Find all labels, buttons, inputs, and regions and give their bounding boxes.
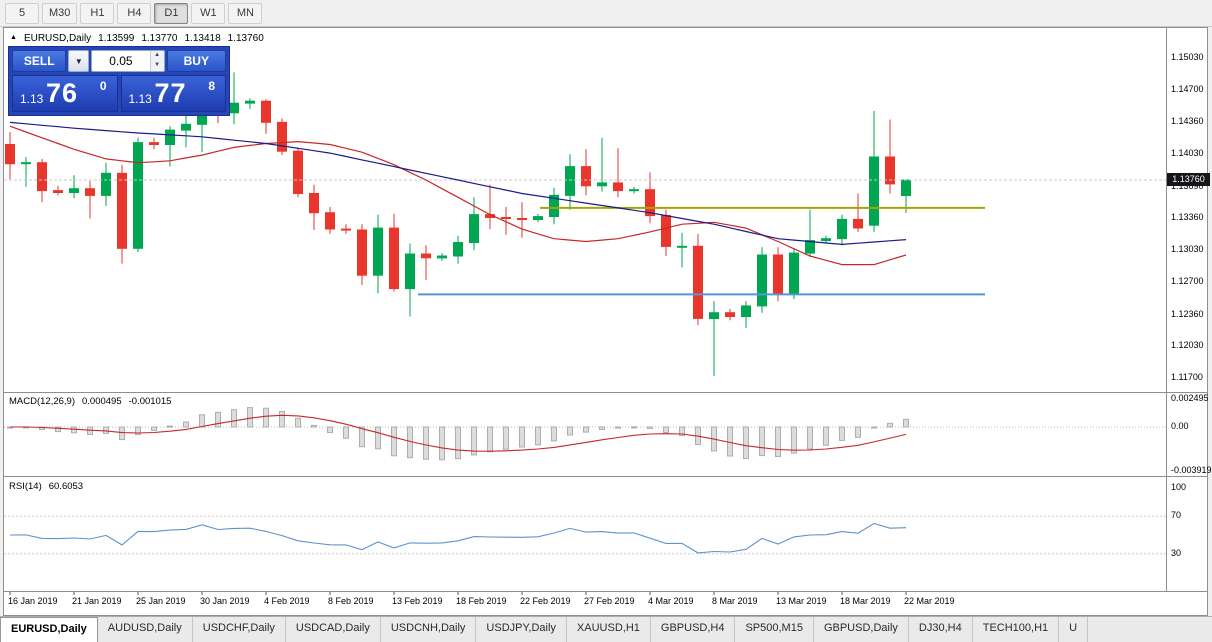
rsi-value: 60.6053 bbox=[48, 481, 84, 492]
price-axis-label: 1.14700 bbox=[1171, 83, 1204, 94]
current-price-badge: 1.13760 bbox=[1167, 173, 1210, 187]
ohlc-open: 1.13599 bbox=[98, 33, 135, 44]
price-axis-label: 1.12360 bbox=[1171, 308, 1204, 319]
date-axis-label: 30 Jan 2019 bbox=[200, 596, 250, 606]
chart-tabs-bar: EURUSD,Daily AUDUSD,Daily USDCHF,Daily USDC… bbox=[0, 616, 1212, 642]
macd-main-value: 0.000495 bbox=[82, 396, 122, 407]
macd-axis-label: -0.003919 bbox=[1171, 465, 1212, 475]
chart-tab-u[interactable]: U bbox=[1059, 617, 1089, 642]
macd-indicator-header: MACD(12,26,9) 0.000495 -0.001015 bbox=[9, 396, 171, 407]
rsi-indicator-header: RSI(14) 60.6053 bbox=[9, 481, 83, 492]
rsi-axis-label: 100 bbox=[1171, 482, 1187, 492]
date-axis-label: 8 Feb 2019 bbox=[328, 596, 374, 606]
date-axis-label: 4 Mar 2019 bbox=[648, 596, 694, 606]
volume-decrease-button[interactable]: ▼ bbox=[150, 61, 164, 71]
macd-axis-label: 0.00 bbox=[1171, 421, 1189, 431]
ohlc-close: 1.13760 bbox=[227, 33, 264, 44]
buy-price-big-digits: 77 bbox=[154, 78, 187, 108]
timeframe-button-m30[interactable]: M30 bbox=[42, 2, 78, 24]
price-axis-label: 1.12030 bbox=[1171, 340, 1204, 351]
volume-value: 0.05 bbox=[109, 54, 133, 68]
date-axis-label: 13 Feb 2019 bbox=[392, 596, 443, 606]
date-axis-label: 4 Feb 2019 bbox=[264, 596, 310, 606]
price-axis-label: 1.15030 bbox=[1171, 52, 1204, 62]
price-axis-label: 1.13360 bbox=[1171, 212, 1204, 223]
buy-price-pip-digit: 8 bbox=[208, 79, 215, 93]
volume-field[interactable]: 0.05 ▲ ▼ bbox=[91, 50, 165, 72]
date-axis-label: 18 Feb 2019 bbox=[456, 596, 507, 606]
ohlc-low: 1.13418 bbox=[184, 33, 221, 44]
price-axis-label: 1.14360 bbox=[1171, 116, 1204, 127]
date-axis-label: 27 Feb 2019 bbox=[584, 596, 635, 606]
chart-tab-xauusd-h1[interactable]: XAUUSD,H1 bbox=[567, 617, 651, 642]
volume-spinner: ▲ ▼ bbox=[149, 51, 164, 71]
buy-price-prefix: 1.13 bbox=[128, 92, 152, 106]
sell-price-pip-digit: 0 bbox=[99, 79, 107, 93]
chevron-down-icon: ▼ bbox=[74, 56, 83, 66]
rsi-axis-label: 70 bbox=[1171, 510, 1182, 521]
date-axis-label: 21 Jan 2019 bbox=[72, 596, 122, 606]
chart-tab-gbpusd-daily[interactable]: GBPUSD,Daily bbox=[814, 617, 909, 642]
chart-tab-usdcad-daily[interactable]: USDCAD,Daily bbox=[286, 617, 381, 642]
macd-title: MACD(12,26,9) bbox=[9, 396, 75, 407]
chart-tab-eurusd-daily[interactable]: EURUSD,Daily bbox=[0, 617, 98, 642]
sell-price-display[interactable]: 1.13 76 0 bbox=[12, 75, 118, 112]
date-axis-label: 13 Mar 2019 bbox=[776, 596, 827, 606]
collapse-trade-panel-icon[interactable]: ▲ bbox=[10, 34, 17, 41]
date-axis-label: 22 Mar 2019 bbox=[904, 596, 955, 606]
date-axis-label: 22 Feb 2019 bbox=[520, 596, 571, 606]
order-type-dropdown[interactable]: ▼ bbox=[68, 50, 90, 72]
rsi-title: RSI(14) bbox=[9, 481, 42, 492]
price-axis-label: 1.12700 bbox=[1171, 275, 1204, 286]
date-axis-label: 16 Jan 2019 bbox=[8, 596, 58, 606]
buy-price-display[interactable]: 1.13 77 8 bbox=[120, 75, 226, 112]
chart-tab-usdchf-daily[interactable]: USDCHF,Daily bbox=[193, 617, 286, 642]
price-axis-label: 1.14030 bbox=[1171, 148, 1204, 159]
date-axis-label: 18 Mar 2019 bbox=[840, 596, 891, 606]
chart-ohlc-header: ▲ EURUSD,Daily 1.13599 1.13770 1.13418 1… bbox=[10, 33, 264, 44]
sell-button[interactable]: SELL bbox=[12, 50, 67, 72]
chart-symbol-period: EURUSD,Daily bbox=[23, 33, 92, 44]
chart-tab-gbpusd-h4[interactable]: GBPUSD,H4 bbox=[651, 617, 736, 642]
timeframe-button-h4[interactable]: H4 bbox=[117, 2, 152, 24]
date-axis-label: 8 Mar 2019 bbox=[712, 596, 758, 606]
one-click-trading-panel: SELL ▼ 0.05 ▲ ▼ BUY 1.13 76 0 1.13 77 bbox=[8, 46, 230, 116]
date-axis-label: 25 Jan 2019 bbox=[136, 596, 186, 606]
ohlc-high: 1.13770 bbox=[141, 33, 178, 44]
timeframe-button-h1[interactable]: H1 bbox=[80, 2, 115, 24]
chart-tab-usdjpy-daily[interactable]: USDJPY,Daily bbox=[476, 617, 567, 642]
chart-tab-usdcnh-daily[interactable]: USDCNH,Daily bbox=[381, 617, 477, 642]
chart-tab-tech100-h1[interactable]: TECH100,H1 bbox=[973, 617, 1060, 642]
buy-button[interactable]: BUY bbox=[166, 50, 226, 72]
price-axis-label: 1.11700 bbox=[1171, 372, 1203, 382]
chart-tab-audusd-daily[interactable]: AUDUSD,Daily bbox=[98, 617, 193, 642]
sell-price-big-digits: 76 bbox=[46, 78, 79, 108]
timeframe-toolbar: 5 M30 H1 H4 D1 W1 MN bbox=[0, 0, 1212, 27]
timeframe-button-w1[interactable]: W1 bbox=[191, 2, 226, 24]
rsi-axis-label: 30 bbox=[1171, 547, 1182, 558]
timeframe-button-d1[interactable]: D1 bbox=[154, 2, 189, 24]
volume-increase-button[interactable]: ▲ bbox=[150, 51, 164, 61]
timeframe-button-mn[interactable]: MN bbox=[228, 2, 263, 24]
macd-axis-label: 0.002495 bbox=[1171, 393, 1209, 403]
chart-tab-sp500-m15[interactable]: SP500,M15 bbox=[735, 617, 814, 642]
macd-signal-value: -0.001015 bbox=[128, 396, 172, 407]
chart-tab-dj30-h4[interactable]: DJ30,H4 bbox=[909, 617, 973, 642]
price-axis-label: 1.13030 bbox=[1171, 244, 1204, 255]
timeframe-button-5[interactable]: 5 bbox=[5, 2, 39, 24]
sell-price-prefix: 1.13 bbox=[20, 92, 44, 106]
